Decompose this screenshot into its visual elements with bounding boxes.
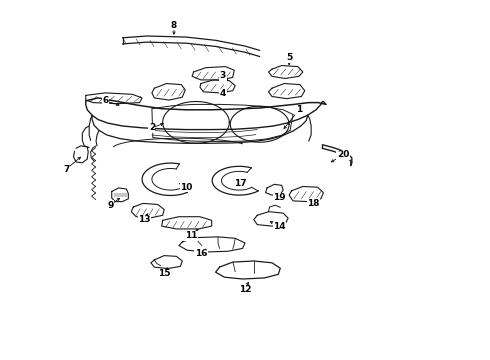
Text: 6: 6 <box>102 96 108 105</box>
Text: 11: 11 <box>185 231 197 240</box>
Text: 3: 3 <box>220 71 226 80</box>
Text: 10: 10 <box>180 183 193 192</box>
Text: 7: 7 <box>63 165 70 174</box>
Text: 19: 19 <box>273 194 286 202</box>
Text: 13: 13 <box>138 215 151 224</box>
Text: 17: 17 <box>234 179 246 188</box>
Text: 5: 5 <box>286 53 292 62</box>
Text: 1: 1 <box>296 105 302 114</box>
Text: 15: 15 <box>158 269 171 278</box>
Text: 8: 8 <box>171 21 177 30</box>
Text: 12: 12 <box>239 285 251 294</box>
Text: 16: 16 <box>195 249 207 258</box>
Text: 18: 18 <box>307 199 320 208</box>
Text: 4: 4 <box>220 89 226 98</box>
Text: 2: 2 <box>149 123 155 132</box>
Text: 20: 20 <box>337 150 349 159</box>
Text: 14: 14 <box>273 222 286 231</box>
Text: 9: 9 <box>107 201 114 210</box>
